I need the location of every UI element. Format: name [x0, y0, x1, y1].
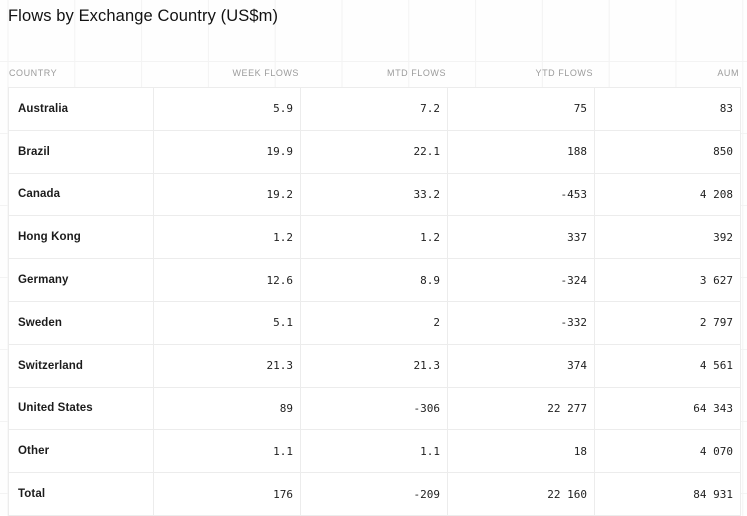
- mtd-flows-cell: 22.1: [300, 129, 448, 174]
- country-cell: Brazil: [8, 129, 154, 174]
- country-cell: Australia: [8, 87, 154, 131]
- flows-table: Australia 5.9 7.2 75 83 Brazil 19.9 22.1…: [8, 87, 741, 516]
- mtd-flows-cell: 2: [300, 300, 448, 345]
- aum-cell: 64 343: [594, 386, 741, 431]
- table-header-row: COUNTRY WEEK FLOWS MTD FLOWS YTD FLOWS A…: [8, 48, 740, 87]
- ytd-flows-cell: 188: [447, 129, 595, 174]
- aum-cell: 84 931: [594, 472, 741, 516]
- mtd-flows-cell: 33.2: [300, 172, 448, 217]
- week-flows-cell: 1.2: [153, 215, 301, 260]
- table-row: Brazil 19.9 22.1 188 850: [8, 129, 741, 174]
- week-flows-cell: 21.3: [153, 343, 301, 388]
- flows-table-widget: COUNTRY WEEK FLOWS MTD FLOWS YTD FLOWS A…: [8, 48, 741, 516]
- column-header-aum[interactable]: AUM: [717, 68, 739, 78]
- mtd-flows-cell: 1.2: [300, 215, 448, 260]
- country-cell: Other: [8, 429, 154, 474]
- table-row: Germany 12.6 8.9 -324 3 627: [8, 258, 741, 302]
- mtd-flows-cell: 7.2: [300, 87, 448, 131]
- country-cell: Germany: [8, 258, 154, 302]
- aum-cell: 3 627: [594, 258, 741, 302]
- week-flows-cell: 19.2: [153, 172, 301, 217]
- ytd-flows-cell: -324: [447, 258, 595, 302]
- ytd-flows-cell: 22 277: [447, 386, 595, 431]
- aum-cell: 850: [594, 129, 741, 174]
- country-cell: United States: [8, 386, 154, 431]
- week-flows-cell: 5.1: [153, 300, 301, 345]
- mtd-flows-cell: -209: [300, 472, 448, 516]
- aum-cell: 4 208: [594, 172, 741, 217]
- aum-cell: 83: [594, 87, 741, 131]
- week-flows-cell: 1.1: [153, 429, 301, 474]
- ytd-flows-cell: 337: [447, 215, 595, 260]
- column-header-week-flows[interactable]: WEEK FLOWS: [232, 68, 299, 78]
- table-row: Switzerland 21.3 21.3 374 4 561: [8, 343, 741, 388]
- ytd-flows-cell: 75: [447, 87, 595, 131]
- table-row: Sweden 5.1 2 -332 2 797: [8, 300, 741, 345]
- country-cell: Sweden: [8, 300, 154, 345]
- mtd-flows-cell: -306: [300, 386, 448, 431]
- country-cell: Hong Kong: [8, 215, 154, 260]
- table-row: Other 1.1 1.1 18 4 070: [8, 429, 741, 474]
- week-flows-cell: 5.9: [153, 87, 301, 131]
- ytd-flows-cell: 18: [447, 429, 595, 474]
- table-row-total: Total 176 -209 22 160 84 931: [8, 472, 741, 516]
- column-header-country[interactable]: COUNTRY: [9, 68, 58, 78]
- table-row: United States 89 -306 22 277 64 343: [8, 386, 741, 431]
- aum-cell: 4 561: [594, 343, 741, 388]
- week-flows-cell: 89: [153, 386, 301, 431]
- aum-cell: 2 797: [594, 300, 741, 345]
- ytd-flows-cell: -332: [447, 300, 595, 345]
- table-row: Hong Kong 1.2 1.2 337 392: [8, 215, 741, 260]
- week-flows-cell: 19.9: [153, 129, 301, 174]
- country-cell: Switzerland: [8, 343, 154, 388]
- country-cell: Total: [8, 472, 154, 516]
- mtd-flows-cell: 8.9: [300, 258, 448, 302]
- week-flows-cell: 12.6: [153, 258, 301, 302]
- ytd-flows-cell: 22 160: [447, 472, 595, 516]
- aum-cell: 392: [594, 215, 741, 260]
- mtd-flows-cell: 1.1: [300, 429, 448, 474]
- column-header-mtd-flows[interactable]: MTD FLOWS: [387, 68, 446, 78]
- column-header-ytd-flows[interactable]: YTD FLOWS: [535, 68, 593, 78]
- mtd-flows-cell: 21.3: [300, 343, 448, 388]
- week-flows-cell: 176: [153, 472, 301, 516]
- ytd-flows-cell: 374: [447, 343, 595, 388]
- ytd-flows-cell: -453: [447, 172, 595, 217]
- widget-title: Flows by Exchange Country (US$m): [8, 7, 279, 25]
- table-row: Australia 5.9 7.2 75 83: [8, 87, 741, 131]
- aum-cell: 4 070: [594, 429, 741, 474]
- country-cell: Canada: [8, 172, 154, 217]
- table-row: Canada 19.2 33.2 -453 4 208: [8, 172, 741, 217]
